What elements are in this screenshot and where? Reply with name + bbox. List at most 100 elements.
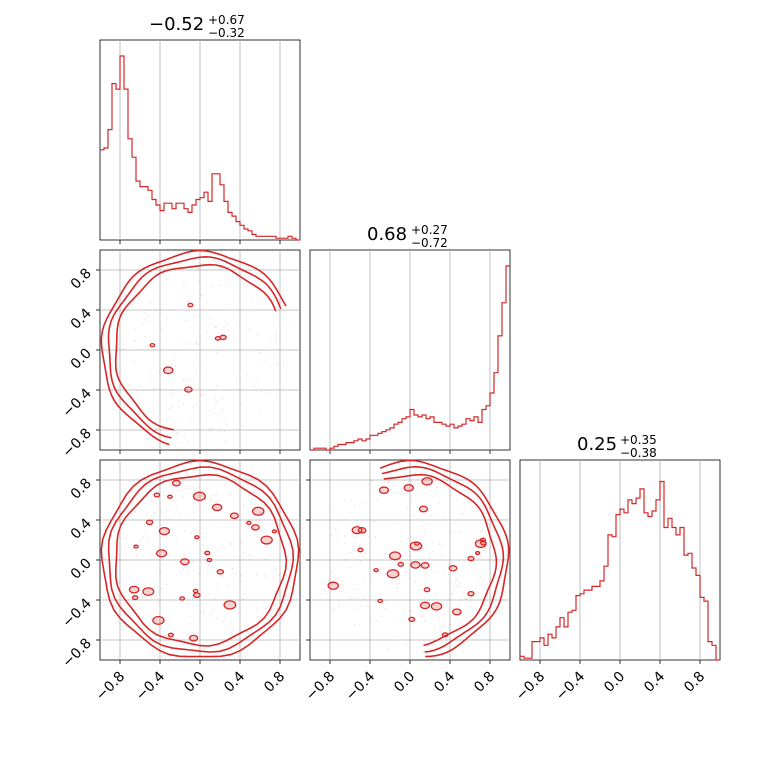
contour-line [381,465,505,653]
sample-point [290,323,292,326]
sample-point [438,617,441,619]
sample-point [362,529,364,532]
sample-point [177,405,180,407]
contour-blob [149,342,156,348]
sample-point [429,515,432,517]
sample-point [125,397,127,399]
sample-point [356,524,359,526]
sample-point [190,531,192,534]
sample-point [361,636,363,639]
sample-point [259,412,262,414]
sample-point [207,565,209,568]
sample-point [335,577,337,579]
sample-point [182,568,185,571]
contour-blob [388,551,402,561]
title-param-2: 0.25 +0.35 −0.38 [577,433,657,460]
sample-point [420,472,423,474]
sample-point [404,571,406,574]
sample-point [331,609,333,612]
sample-point [374,537,376,539]
sample-point [148,319,151,322]
sample-point [195,355,198,357]
sample-point [396,587,399,590]
sample-point [119,582,121,585]
sample-point [200,294,203,297]
sample-point [166,583,168,585]
x-tick-label: 0.0 [601,669,628,696]
contour-blob [133,544,139,549]
sample-point [210,389,213,391]
contour-blob [145,519,154,526]
sample-point [332,571,334,573]
sample-point [160,570,163,572]
sample-point [185,473,187,475]
contour-blob [229,512,239,520]
sample-point [118,559,121,561]
sample-point [117,314,120,317]
sample-point [458,582,461,584]
sample-point [173,260,175,262]
sample-point [253,385,255,387]
sample-point [146,537,148,540]
sample-point [221,621,224,623]
sample-point [276,392,279,395]
sample-point [175,538,178,540]
sample-point [216,586,219,588]
sample-point [161,564,163,566]
x-tick-label: −0.8 [303,669,338,704]
sample-point [183,553,186,555]
sample-point [182,379,185,382]
sample-point [500,576,503,578]
sample-point [175,420,177,423]
sample-point [178,341,180,344]
sample-point [221,397,223,399]
sample-point [225,423,228,425]
sample-point [244,593,246,595]
sample-point [421,524,423,527]
title-param-0: −0.52 +0.67 −0.32 [149,13,245,40]
sample-point [386,648,389,650]
sample-point [367,605,369,608]
sample-point [208,563,211,566]
sample-point [460,512,463,515]
sample-point [121,337,123,340]
sample-point [176,504,179,507]
sample-point [143,335,145,338]
sample-point [133,340,135,342]
y-tick-label: −0.8 [59,636,94,671]
hist-line-1 [310,265,510,451]
x-tick-label: 0.8 [261,669,288,696]
contour-blob [408,616,416,623]
sample-point [194,314,197,317]
sample-point [463,591,465,594]
sample-point [354,588,357,591]
contour-blob [357,527,367,534]
sample-point [337,532,339,535]
sample-point [174,364,177,367]
sample-point [334,575,336,577]
sample-point [273,590,276,593]
sample-point [141,323,144,326]
contour-blob [260,535,273,545]
contour-blob [409,541,423,551]
sample-point [261,612,263,615]
sample-point [225,440,227,443]
sample-point [167,407,170,410]
sample-point [336,519,338,522]
sample-point [424,620,426,623]
sample-point [217,506,220,508]
y-tick-label: 0.8 [68,476,95,503]
sample-point [249,328,251,331]
hist-panel-2 [519,459,721,664]
sample-point [396,635,399,638]
sample-point [196,342,199,345]
sample-point [481,579,484,581]
sample-point [163,397,166,400]
x-tick-label: 0.0 [181,669,208,696]
sample-point [231,567,234,570]
contour-blob [420,562,430,569]
sample-point [264,576,267,578]
sample-point [358,545,361,548]
sample-point [177,637,180,639]
sample-point [487,584,489,587]
